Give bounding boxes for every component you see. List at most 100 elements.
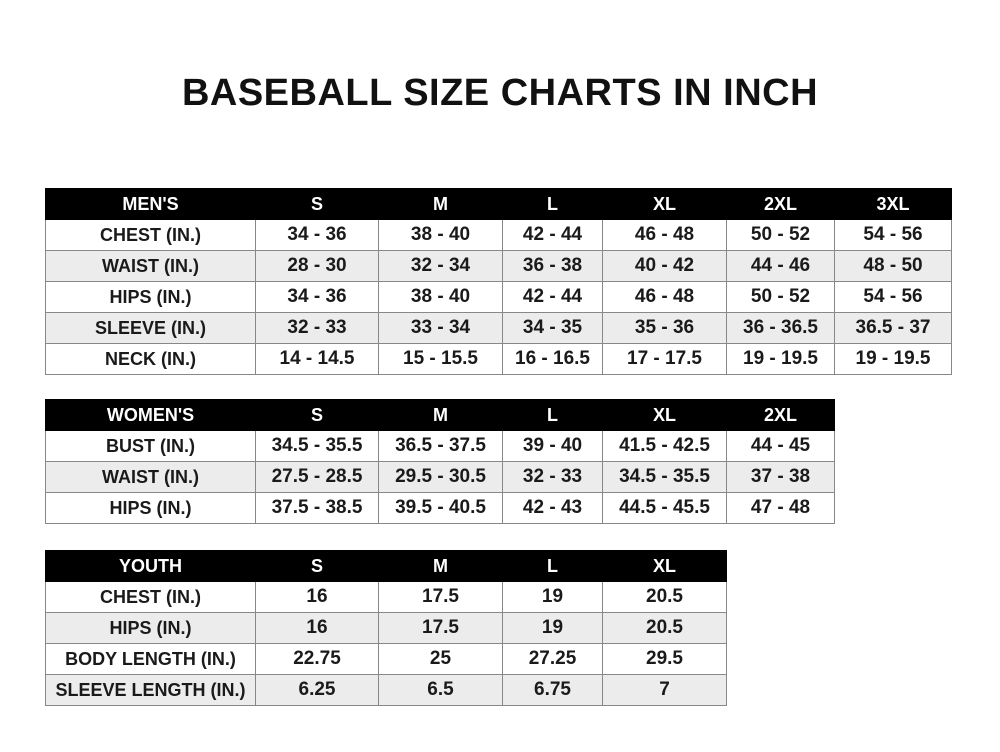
size-header: XL [602, 188, 727, 220]
category-header: WOMEN'S [45, 399, 256, 431]
table-row: WAIST (IN.) 27.5 - 28.5 29.5 - 30.5 32 - 33… [45, 461, 835, 493]
size-value: 35 - 36 [602, 312, 727, 344]
size-header: L [502, 550, 603, 582]
size-value: 44 - 46 [726, 250, 835, 282]
size-value: 38 - 40 [378, 281, 503, 313]
size-header: 2XL [726, 188, 835, 220]
size-value: 34.5 - 35.5 [255, 430, 379, 462]
table-row: HIPS (IN.) 16 17.5 19 20.5 [45, 612, 727, 644]
size-value: 17.5 [378, 581, 503, 613]
size-header: M [378, 550, 503, 582]
size-value: 32 - 34 [378, 250, 503, 282]
size-value: 34 - 36 [255, 219, 379, 251]
table-row: CHEST (IN.) 16 17.5 19 20.5 [45, 581, 727, 613]
size-value: 46 - 48 [602, 281, 727, 313]
size-value: 29.5 - 30.5 [378, 461, 503, 493]
table-row: NECK (IN.) 14 - 14.5 15 - 15.5 16 - 16.5 17 … [45, 343, 952, 375]
size-header: M [378, 399, 503, 431]
measurement-label: HIPS (IN.) [45, 612, 256, 644]
size-value: 36 - 36.5 [726, 312, 835, 344]
table-row: CHEST (IN.) 34 - 36 38 - 40 42 - 44 46 - 48 5… [45, 219, 952, 251]
measurement-label: CHEST (IN.) [45, 581, 256, 613]
size-value: 17 - 17.5 [602, 343, 727, 375]
size-value: 22.75 [255, 643, 379, 675]
size-value: 33 - 34 [378, 312, 503, 344]
size-value: 29.5 [602, 643, 727, 675]
size-value: 17.5 [378, 612, 503, 644]
table-row: WAIST (IN.) 28 - 30 32 - 34 36 - 38 40 - 42 4… [45, 250, 952, 282]
size-value: 39 - 40 [502, 430, 603, 462]
category-header: YOUTH [45, 550, 256, 582]
size-value: 46 - 48 [602, 219, 727, 251]
table-row: SLEEVE (IN.) 32 - 33 33 - 34 34 - 35 35 - 36… [45, 312, 952, 344]
size-value: 6.75 [502, 674, 603, 706]
measurement-label: SLEEVE LENGTH (IN.) [45, 674, 256, 706]
size-header: S [255, 399, 379, 431]
size-value: 6.25 [255, 674, 379, 706]
mens-size-table: MEN'S S M L XL 2XL 3XL CHEST (IN.) 34 - 36 38 - 4… [45, 188, 952, 375]
size-value: 16 - 16.5 [502, 343, 603, 375]
size-header: XL [602, 399, 727, 431]
youth-size-table: YOUTH S M L XL CHEST (IN.) 16 17.5 19 20.5 HIPS (I… [45, 550, 727, 706]
size-value: 20.5 [602, 581, 727, 613]
measurement-label: CHEST (IN.) [45, 219, 256, 251]
measurement-label: NECK (IN.) [45, 343, 256, 375]
size-value: 16 [255, 581, 379, 613]
header-row: YOUTH S M L XL [45, 550, 727, 582]
category-header: MEN'S [45, 188, 256, 220]
size-value: 6.5 [378, 674, 503, 706]
size-header: L [502, 188, 603, 220]
size-value: 39.5 - 40.5 [378, 492, 503, 524]
size-value: 16 [255, 612, 379, 644]
size-header: S [255, 188, 379, 220]
size-value: 50 - 52 [726, 219, 835, 251]
size-header: M [378, 188, 503, 220]
size-value: 40 - 42 [602, 250, 727, 282]
size-value: 41.5 - 42.5 [602, 430, 727, 462]
table-row: BODY LENGTH (IN.) 22.75 25 27.25 29.5 [45, 643, 727, 675]
table-row: SLEEVE LENGTH (IN.) 6.25 6.5 6.75 7 [45, 674, 727, 706]
size-value: 32 - 33 [502, 461, 603, 493]
table-row: HIPS (IN.) 37.5 - 38.5 39.5 - 40.5 42 - 43 4… [45, 492, 835, 524]
size-value: 36 - 38 [502, 250, 603, 282]
measurement-label: SLEEVE (IN.) [45, 312, 256, 344]
size-value: 34.5 - 35.5 [602, 461, 727, 493]
size-value: 42 - 43 [502, 492, 603, 524]
size-value: 19 - 19.5 [726, 343, 835, 375]
size-value: 44.5 - 45.5 [602, 492, 727, 524]
measurement-label: WAIST (IN.) [45, 461, 256, 493]
size-value: 36.5 - 37 [834, 312, 952, 344]
size-value: 34 - 36 [255, 281, 379, 313]
size-value: 36.5 - 37.5 [378, 430, 503, 462]
size-value: 50 - 52 [726, 281, 835, 313]
size-value: 38 - 40 [378, 219, 503, 251]
size-header: 2XL [726, 399, 835, 431]
size-value: 20.5 [602, 612, 727, 644]
size-value: 42 - 44 [502, 281, 603, 313]
size-value: 48 - 50 [834, 250, 952, 282]
size-value: 44 - 45 [726, 430, 835, 462]
size-value: 25 [378, 643, 503, 675]
header-row: WOMEN'S S M L XL 2XL [45, 399, 835, 431]
size-value: 54 - 56 [834, 281, 952, 313]
size-value: 37 - 38 [726, 461, 835, 493]
size-value: 27.25 [502, 643, 603, 675]
measurement-label: BUST (IN.) [45, 430, 256, 462]
size-value: 37.5 - 38.5 [255, 492, 379, 524]
size-value: 34 - 35 [502, 312, 603, 344]
size-value: 14 - 14.5 [255, 343, 379, 375]
size-value: 47 - 48 [726, 492, 835, 524]
header-row: MEN'S S M L XL 2XL 3XL [45, 188, 952, 220]
size-value: 19 [502, 612, 603, 644]
size-header: L [502, 399, 603, 431]
size-value: 19 [502, 581, 603, 613]
measurement-label: HIPS (IN.) [45, 492, 256, 524]
size-value: 27.5 - 28.5 [255, 461, 379, 493]
page-title: BASEBALL SIZE CHARTS IN INCH [181, 72, 819, 114]
size-value: 32 - 33 [255, 312, 379, 344]
table-row: BUST (IN.) 34.5 - 35.5 36.5 - 37.5 39 - 40 4… [45, 430, 835, 462]
size-value: 19 - 19.5 [834, 343, 952, 375]
size-header: XL [602, 550, 727, 582]
measurement-label: BODY LENGTH (IN.) [45, 643, 256, 675]
table-row: HIPS (IN.) 34 - 36 38 - 40 42 - 44 46 - 48 50… [45, 281, 952, 313]
